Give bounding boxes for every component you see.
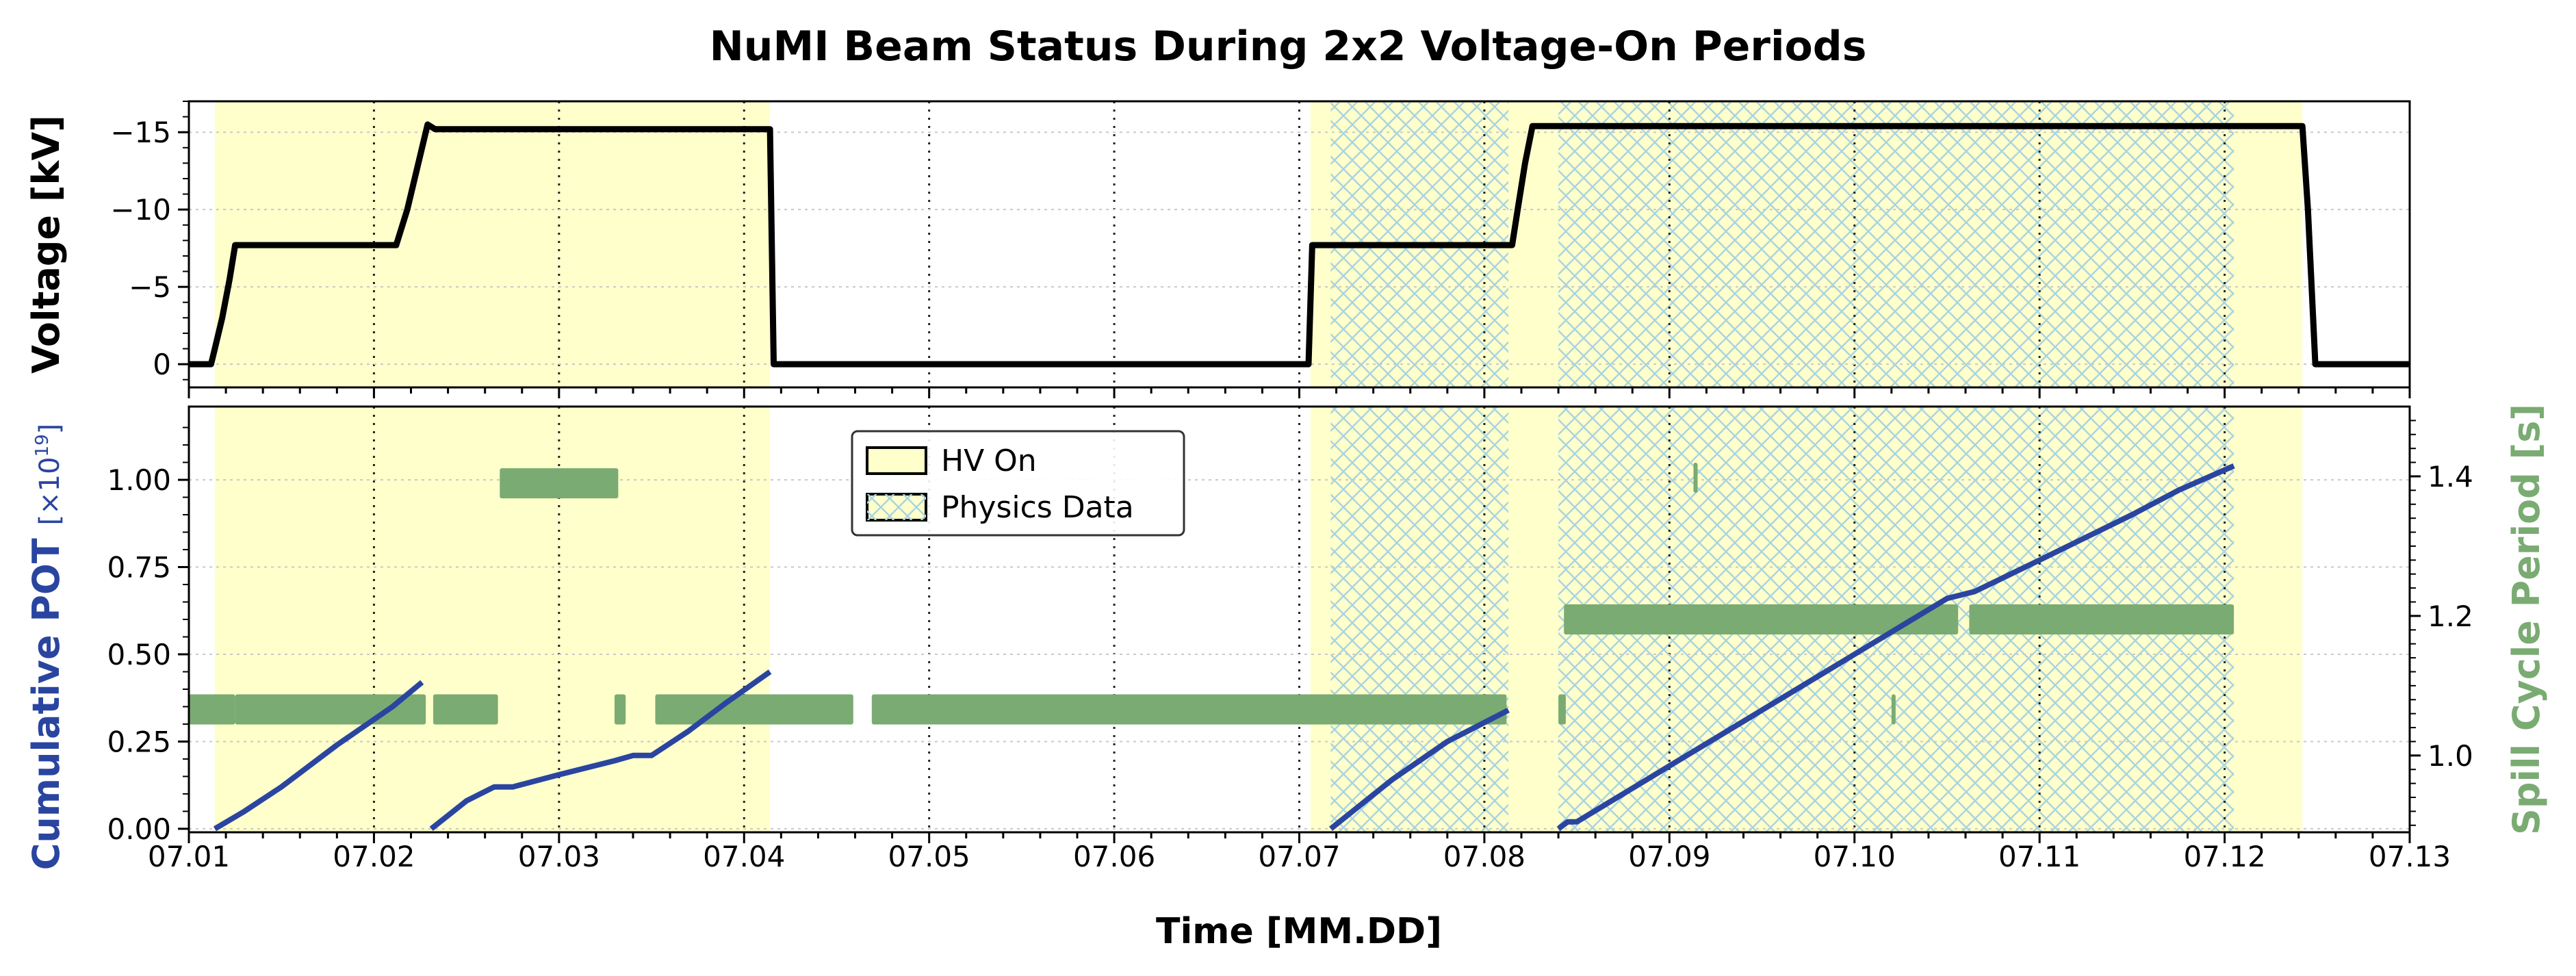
x-tick-label: 07.10: [1814, 840, 1896, 873]
right-y-tick-label: 1.4: [2427, 460, 2473, 493]
x-tick-label: 07.07: [1258, 840, 1340, 873]
top-y-tick-label: −5: [129, 270, 171, 304]
spill-period-points: [500, 468, 619, 499]
x-tick-label: 07.02: [333, 840, 415, 873]
hv-on-span: [214, 407, 771, 832]
x-tick-label: 07.08: [1443, 840, 1525, 873]
legend-box: [851, 430, 1185, 537]
voltage-axis-label: Voltage [kV]: [25, 115, 68, 374]
x-tick-label: 07.13: [2369, 840, 2451, 873]
physics-data-span: [1558, 101, 2234, 387]
bottom-y-tick-label: 0.75: [107, 551, 171, 585]
x-axis-label: Time [MM.DD]: [1156, 911, 1442, 952]
cumulative-pot-line: [213, 680, 424, 832]
spill-period-points: [1558, 694, 1566, 725]
legend-swatch-physics-data: [867, 494, 926, 520]
x-tick-label: 07.01: [148, 840, 230, 873]
chart-title: NuMI Beam Status During 2x2 Voltage-On P…: [710, 23, 1867, 70]
right-y-tick-label: 1.2: [2427, 600, 2473, 633]
voltage-line: [189, 121, 2410, 368]
legend-label-hv-on: HV On: [941, 444, 1037, 478]
spill-period-points: [189, 694, 235, 725]
cumulative-pot-line: [1329, 708, 1510, 832]
right-y-tick-label: 1.0: [2427, 739, 2473, 773]
legend-swatch-hv-on: [866, 446, 927, 475]
top-y-tick-label: −10: [110, 193, 171, 227]
spill-period-points: [655, 694, 853, 725]
pot-axis-label: Cumulative POT [×1019]: [25, 424, 68, 871]
spill-period-points: [871, 694, 1507, 725]
spill-period-points: [1969, 604, 2234, 634]
x-tick-label: 07.03: [518, 840, 600, 873]
x-tick-label: 07.04: [703, 840, 785, 873]
x-tick-label: 07.11: [1998, 840, 2081, 873]
top-y-tick-label: 0: [153, 348, 171, 381]
spill-period-points: [1564, 604, 1959, 634]
cumulative-pot-line: [429, 669, 772, 832]
x-tick-label: 07.09: [1628, 840, 1710, 873]
top-y-tick-label: −15: [110, 116, 171, 149]
physics-data-span: [1330, 407, 1509, 832]
bottom-y-tick-label: 0.50: [107, 638, 171, 671]
x-tick-label: 07.12: [2183, 840, 2265, 873]
spill-period-points: [614, 694, 626, 725]
spill-period-points: [433, 694, 498, 725]
bottom-y-tick-label: 1.00: [107, 463, 171, 497]
legend-label-physics-data: Physics Data: [941, 490, 1134, 525]
spill-period-points: [1891, 694, 1896, 725]
x-tick-label: 07.06: [1073, 840, 1155, 873]
bottom-y-tick-label: 0.25: [107, 725, 171, 758]
spill-period-points: [235, 694, 426, 725]
top-shading: [214, 101, 2303, 387]
cumulative-pot-line: [1556, 463, 2235, 832]
bottom-y-tick-label: 0.00: [107, 812, 171, 846]
x-tick-label: 07.05: [888, 840, 970, 873]
spill-period-axis-label: Spill Cycle Period [s]: [2505, 404, 2548, 835]
spill-period-points: [1693, 463, 1698, 493]
legend: HV On Physics Data: [851, 430, 1185, 537]
spill-period-series: [189, 463, 2234, 725]
